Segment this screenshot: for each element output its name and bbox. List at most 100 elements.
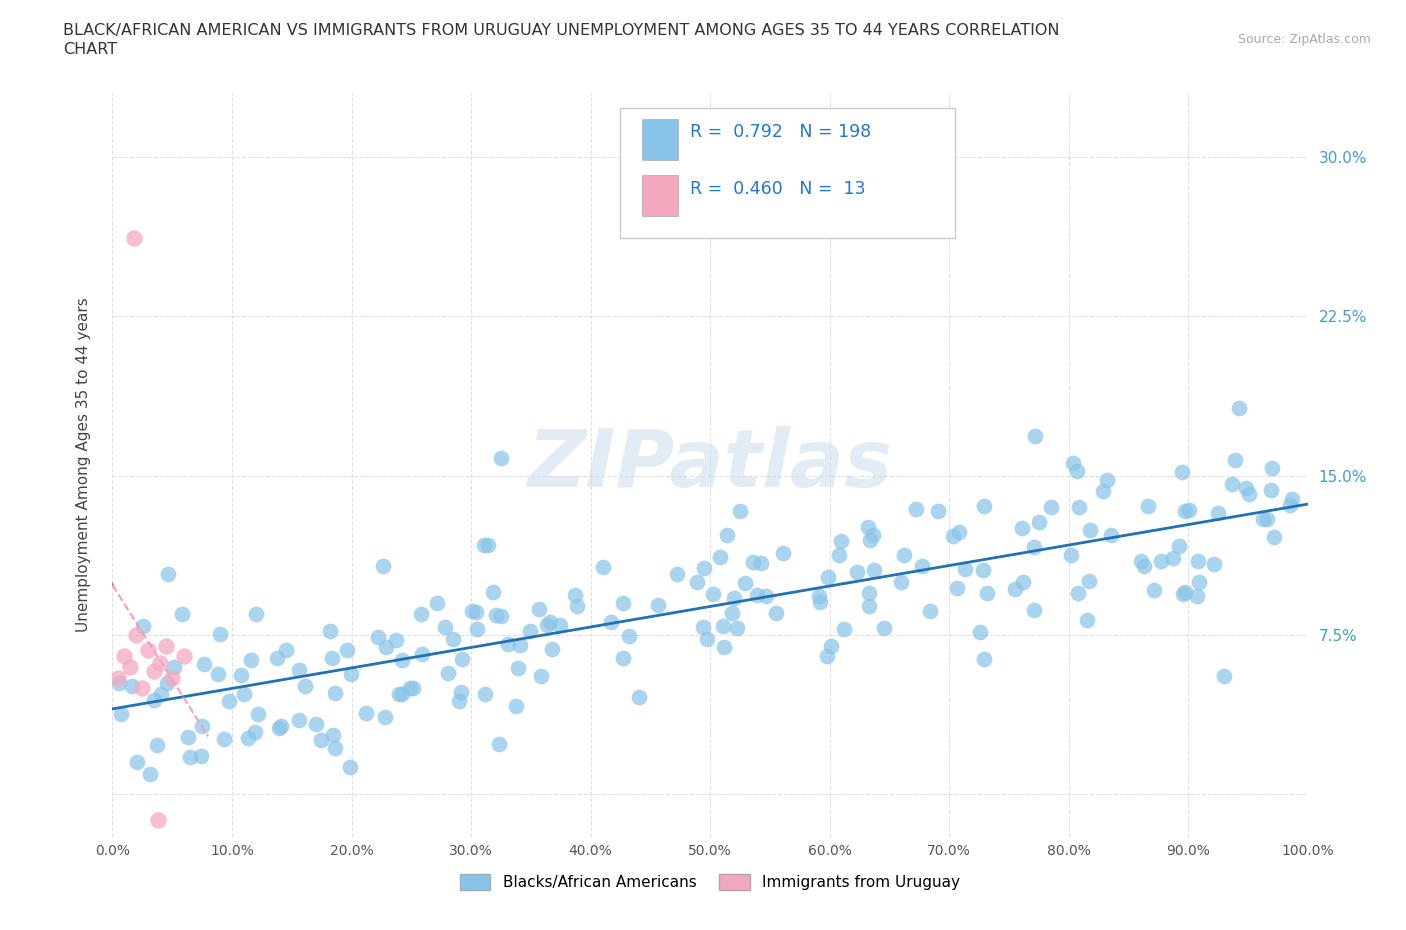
Point <box>969 624 991 639</box>
Point <box>617 629 640 644</box>
Point <box>179 750 201 764</box>
Point <box>247 707 270 722</box>
Point <box>110 706 132 721</box>
Point <box>1078 574 1101 589</box>
Point <box>374 639 396 654</box>
Point <box>233 686 256 701</box>
Point <box>1011 521 1033 536</box>
Point <box>509 637 531 652</box>
Point <box>1251 512 1274 526</box>
Point <box>946 580 969 595</box>
Point <box>1237 486 1260 501</box>
Point <box>1263 530 1285 545</box>
Point <box>1177 503 1199 518</box>
Point <box>741 554 763 569</box>
Point <box>749 555 772 570</box>
Point <box>862 527 884 542</box>
Legend: Blacks/African Americans, Immigrants from Uruguay: Blacks/African Americans, Immigrants fro… <box>454 868 966 897</box>
Point <box>505 698 527 713</box>
Point <box>612 650 634 665</box>
Point <box>830 534 852 549</box>
Point <box>294 679 316 694</box>
Point <box>817 569 839 584</box>
Point <box>1097 472 1119 487</box>
Point <box>1022 603 1045 618</box>
Point <box>131 681 153 696</box>
Point <box>138 643 160 658</box>
Text: ZIPatlas: ZIPatlas <box>527 426 893 504</box>
Point <box>491 450 513 465</box>
Point <box>437 665 460 680</box>
Point <box>212 731 235 746</box>
Point <box>120 659 142 674</box>
Point <box>450 651 472 666</box>
Point <box>1161 551 1184 565</box>
Point <box>1067 499 1090 514</box>
Point <box>1204 556 1226 571</box>
Point <box>1220 476 1243 491</box>
Point <box>266 650 288 665</box>
Point <box>859 532 882 547</box>
Point <box>388 686 411 701</box>
Point <box>702 587 724 602</box>
Point <box>1279 498 1302 512</box>
Point <box>890 575 912 590</box>
Point <box>927 503 949 518</box>
Point <box>1150 553 1173 568</box>
Point <box>1256 512 1278 526</box>
Point <box>972 563 994 578</box>
Point <box>325 741 347 756</box>
Point <box>1039 499 1062 514</box>
Point <box>170 606 193 621</box>
Text: R =  0.460   N =  13: R = 0.460 N = 13 <box>690 180 865 198</box>
Point <box>270 719 292 734</box>
Point <box>1078 523 1101 538</box>
Point <box>772 546 794 561</box>
Point <box>122 230 145 245</box>
Point <box>973 652 995 667</box>
Point <box>325 685 347 700</box>
Point <box>1173 587 1195 602</box>
Point <box>858 598 880 613</box>
Point <box>373 559 395 574</box>
Point <box>218 694 240 709</box>
Point <box>1011 574 1033 589</box>
Point <box>173 649 195 664</box>
Point <box>465 604 488 619</box>
Point <box>339 760 361 775</box>
Point <box>858 586 880 601</box>
Point <box>1060 548 1083 563</box>
Point <box>1066 464 1088 479</box>
Point <box>450 684 472 699</box>
Point <box>807 589 830 604</box>
Point <box>815 649 838 664</box>
Point <box>465 621 488 636</box>
Point <box>1206 506 1229 521</box>
Point <box>1174 585 1197 600</box>
Point <box>530 669 553 684</box>
Point <box>1143 583 1166 598</box>
Point <box>920 604 942 618</box>
Point <box>1188 575 1211 590</box>
Point <box>190 748 212 763</box>
Point <box>411 646 433 661</box>
Point <box>1260 461 1282 476</box>
Point <box>1225 453 1247 468</box>
Point <box>536 618 558 632</box>
Point <box>863 563 886 578</box>
Point <box>321 651 343 666</box>
Point <box>207 667 229 682</box>
Point <box>904 501 927 516</box>
Point <box>872 620 894 635</box>
Point <box>734 576 756 591</box>
Text: CHART: CHART <box>63 42 117 57</box>
Point <box>976 585 998 600</box>
Point <box>288 712 311 727</box>
Point <box>564 588 586 603</box>
Point <box>538 615 561 630</box>
Point <box>696 631 718 646</box>
Point <box>1168 538 1191 553</box>
Point <box>692 620 714 635</box>
Point <box>627 690 650 705</box>
Point <box>477 538 499 552</box>
